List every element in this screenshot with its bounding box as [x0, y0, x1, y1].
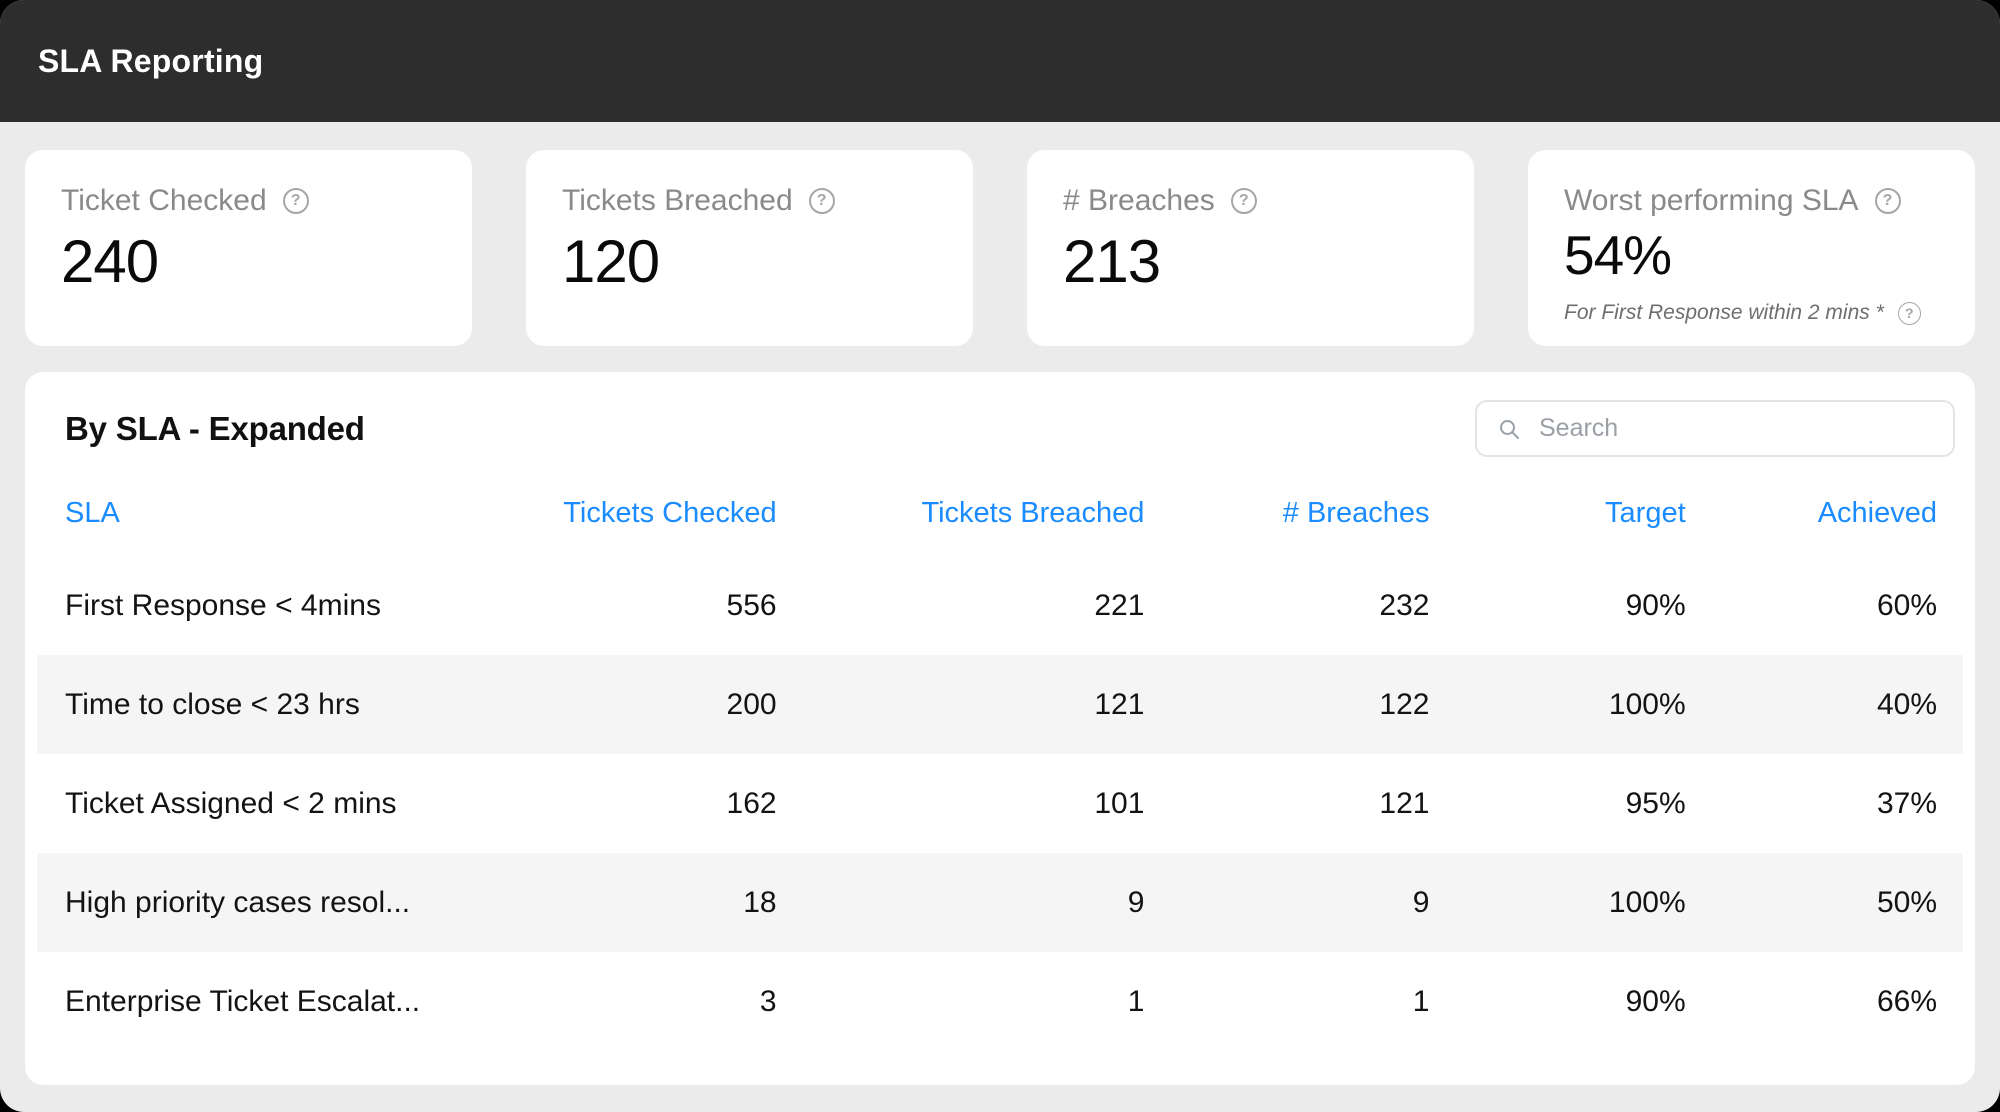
table-row: First Response < 4mins 556 221 232 90% 6…: [37, 556, 1963, 655]
cell-sla: High priority cases resol...: [65, 885, 411, 919]
cell-target: 100%: [1608, 687, 1686, 721]
cell-tickets-checked: 18: [743, 885, 777, 919]
cell-tickets-checked: 162: [726, 786, 777, 820]
cell-tickets-breached: 221: [1094, 588, 1145, 622]
stat-card-note: For First Response within 2 mins *: [1564, 301, 1884, 324]
cell-achieved: 37%: [1876, 786, 1937, 820]
table-row: Ticket Assigned < 2 mins 162 101 121 95%…: [37, 754, 1963, 853]
cell-num-breaches: 121: [1379, 786, 1430, 820]
cell-sla: Enterprise Ticket Escalat...: [65, 984, 421, 1018]
cell-tickets-breached: 121: [1094, 687, 1145, 721]
stat-card-value: 213: [1063, 228, 1161, 295]
stat-card-num-breaches: # Breaches ? 213: [1027, 150, 1474, 346]
stat-card-label: # Breaches: [1063, 184, 1215, 217]
help-icon[interactable]: ?: [1230, 188, 1257, 214]
cell-tickets-breached: 1: [1127, 984, 1145, 1018]
table-row: Enterprise Ticket Escalat... 3 1 1 90% 6…: [37, 952, 1963, 1051]
help-icon[interactable]: ?: [808, 188, 835, 214]
column-header-sla[interactable]: SLA: [65, 497, 120, 529]
column-header-target[interactable]: Target: [1605, 497, 1686, 529]
search-input[interactable]: [1537, 413, 1933, 444]
stat-card-value: 240: [61, 228, 159, 295]
search-icon: [1497, 417, 1521, 441]
stat-card-value: 54%: [1564, 224, 1672, 286]
cell-target: 90%: [1625, 588, 1686, 622]
help-icon[interactable]: ?: [1897, 301, 1921, 325]
cell-num-breaches: 9: [1412, 885, 1430, 919]
cell-sla: First Response < 4mins: [65, 588, 381, 622]
stat-card-label: Ticket Checked: [61, 184, 267, 217]
top-bar: SLA Reporting: [0, 0, 2000, 122]
cell-tickets-breached: 101: [1094, 786, 1145, 820]
cell-target: 90%: [1625, 984, 1686, 1018]
column-header-tickets-breached[interactable]: Tickets Breached: [921, 497, 1145, 529]
cell-target: 95%: [1625, 786, 1686, 820]
cell-achieved: 50%: [1876, 885, 1937, 919]
stat-cards-row: Ticket Checked ? 240 Tickets Breached ? …: [0, 122, 2000, 346]
cell-achieved: 60%: [1876, 588, 1937, 622]
cell-achieved: 66%: [1876, 984, 1937, 1018]
cell-tickets-breached: 9: [1127, 885, 1145, 919]
stat-card-worst-sla: Worst performing SLA ? 54% For First Res…: [1528, 150, 1975, 346]
stat-card-label: Worst performing SLA: [1564, 184, 1859, 217]
cell-tickets-checked: 3: [759, 984, 777, 1018]
table-title: By SLA - Expanded: [65, 409, 365, 447]
stat-card-label: Tickets Breached: [562, 184, 793, 217]
column-header-num-breaches[interactable]: # Breaches: [1282, 497, 1430, 529]
help-icon[interactable]: ?: [282, 188, 309, 214]
table-row: High priority cases resol... 18 9 9 100%…: [37, 853, 1963, 952]
cell-tickets-checked: 556: [726, 588, 777, 622]
sla-table: SLA Tickets Checked Tickets Breached # B…: [37, 487, 1963, 1051]
sla-table-card: By SLA - Expanded SLA Tickets Ch: [25, 372, 1975, 1085]
cell-sla: Time to close < 23 hrs: [65, 687, 360, 721]
cell-sla: Ticket Assigned < 2 mins: [65, 786, 397, 820]
help-icon[interactable]: ?: [1874, 188, 1901, 214]
table-row: Time to close < 23 hrs 200 121 122 100% …: [37, 655, 1963, 754]
cell-target: 100%: [1608, 885, 1686, 919]
stat-card-value: 120: [562, 228, 660, 295]
cell-num-breaches: 1: [1412, 984, 1430, 1018]
search-box[interactable]: [1475, 400, 1955, 457]
table-header-row: SLA Tickets Checked Tickets Breached # B…: [37, 487, 1963, 556]
cell-num-breaches: 122: [1379, 687, 1430, 721]
column-header-tickets-checked[interactable]: Tickets Checked: [563, 497, 777, 529]
stat-card-tickets-breached: Tickets Breached ? 120: [526, 150, 973, 346]
cell-num-breaches: 232: [1379, 588, 1430, 622]
column-header-achieved[interactable]: Achieved: [1817, 497, 1937, 529]
stat-card-ticket-checked: Ticket Checked ? 240: [25, 150, 472, 346]
page-title: SLA Reporting: [38, 42, 264, 79]
cell-tickets-checked: 200: [726, 687, 777, 721]
cell-achieved: 40%: [1876, 687, 1937, 721]
